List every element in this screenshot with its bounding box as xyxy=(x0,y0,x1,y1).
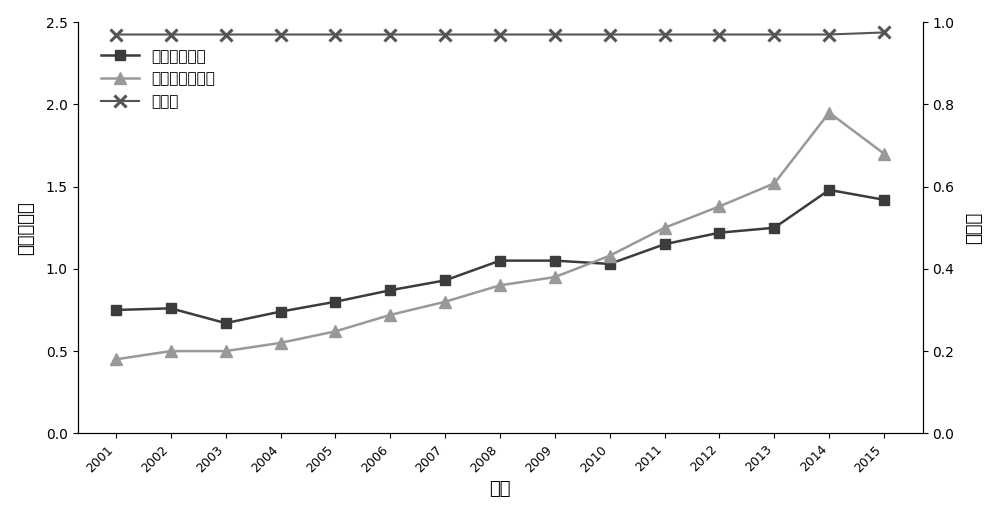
耦合度 xyxy=(604,31,616,38)
耦合度 xyxy=(329,31,341,38)
耦合度 xyxy=(220,31,232,38)
生态足迹归一化 xyxy=(823,110,835,116)
水足迹归一化 xyxy=(384,287,396,294)
水足迹归一化 xyxy=(549,258,561,264)
生态足迹归一化 xyxy=(494,282,506,288)
生态足迹归一化 xyxy=(549,274,561,280)
水足迹归一化 xyxy=(220,320,232,326)
水足迹归一化 xyxy=(659,241,671,247)
水足迹归一化 xyxy=(768,225,780,231)
耦合度 xyxy=(494,31,506,38)
生态足迹归一化 xyxy=(329,328,341,334)
耦合度 xyxy=(165,31,177,38)
耦合度 xyxy=(823,31,835,38)
水足迹归一化 xyxy=(329,299,341,305)
耦合度 xyxy=(110,31,122,38)
Line: 耦合度: 耦合度 xyxy=(110,26,890,41)
水足迹归一化 xyxy=(165,305,177,312)
生态足迹归一化 xyxy=(110,356,122,363)
X-axis label: 年份: 年份 xyxy=(489,480,511,499)
水足迹归一化 xyxy=(604,261,616,267)
生态足迹归一化 xyxy=(604,253,616,259)
生态足迹归一化 xyxy=(439,299,451,305)
水足迹归一化 xyxy=(494,258,506,264)
水足迹归一化 xyxy=(110,307,122,313)
水足迹归一化 xyxy=(439,277,451,283)
Line: 水足迹归一化: 水足迹归一化 xyxy=(111,185,889,328)
耦合度 xyxy=(275,31,287,38)
水足迹归一化 xyxy=(275,308,287,315)
水足迹归一化 xyxy=(878,197,890,203)
生态足迹归一化 xyxy=(220,348,232,354)
耦合度 xyxy=(549,31,561,38)
耦合度 xyxy=(659,31,671,38)
生态足迹归一化 xyxy=(713,203,725,210)
Line: 生态足迹归一化: 生态足迹归一化 xyxy=(110,107,890,365)
耦合度 xyxy=(878,29,890,36)
生态足迹归一化 xyxy=(768,180,780,186)
Legend: 水足迹归一化, 生态足迹归一化, 耦合度: 水足迹归一化, 生态足迹归一化, 耦合度 xyxy=(94,43,221,115)
生态足迹归一化 xyxy=(659,225,671,231)
Y-axis label: 归一化指数: 归一化指数 xyxy=(17,201,35,254)
耦合度 xyxy=(713,31,725,38)
Y-axis label: 耦合度: 耦合度 xyxy=(965,212,983,244)
生态足迹归一化 xyxy=(878,151,890,157)
耦合度 xyxy=(439,31,451,38)
生态足迹归一化 xyxy=(165,348,177,354)
水足迹归一化 xyxy=(713,230,725,236)
耦合度 xyxy=(768,31,780,38)
耦合度 xyxy=(384,31,396,38)
生态足迹归一化 xyxy=(384,312,396,318)
水足迹归一化 xyxy=(823,187,835,193)
生态足迹归一化 xyxy=(275,340,287,346)
